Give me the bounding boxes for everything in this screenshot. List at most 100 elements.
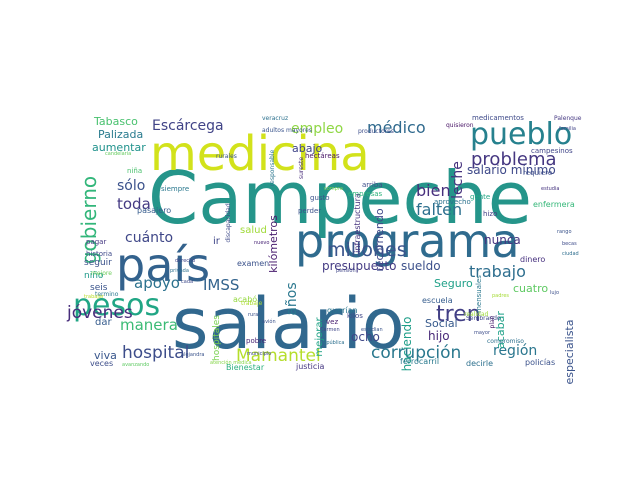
cloud-word: ferrocarril: [400, 357, 439, 366]
cloud-word: cada: [181, 279, 193, 285]
cloud-word: rural: [248, 312, 260, 318]
cloud-word: Campeche: [148, 156, 532, 240]
cloud-word: infraestructura: [353, 193, 362, 253]
cloud-word: plan: [489, 315, 496, 328]
cloud-word: haciendo: [400, 317, 414, 372]
cloud-word: privada: [170, 268, 189, 274]
cloud-word: jóvenes: [66, 303, 133, 323]
cloud-word: compra: [324, 186, 343, 192]
cloud-word: Social: [425, 317, 458, 330]
cloud-word: Sembrando: [466, 315, 501, 322]
cloud-word: candelaria: [105, 151, 131, 157]
cloud-word: país: [116, 238, 210, 292]
cloud-word: niño: [84, 271, 104, 281]
cloud-word: viva: [94, 349, 117, 362]
cloud-word: pasajero: [137, 206, 171, 215]
cloud-word: sueldo: [401, 259, 441, 273]
cloud-word: discapacidad: [225, 203, 232, 243]
cloud-word: hectáreas: [305, 152, 340, 160]
cloud-word: responsable: [269, 149, 276, 186]
cloud-word: Carmen: [320, 327, 340, 333]
cloud-word: nunca: [484, 233, 521, 247]
cloud-word: policías: [525, 358, 555, 367]
cloud-word: problema: [471, 149, 557, 170]
cloud-word: trabaje: [241, 300, 263, 307]
cloud-word: acabar: [494, 311, 507, 349]
cloud-word: IMSS: [203, 276, 239, 294]
cloud-word: mejorar: [314, 317, 325, 357]
cloud-word: hospital: [122, 343, 189, 363]
cloud-word: región: [493, 343, 537, 359]
cloud-word: Escárcega: [152, 118, 224, 134]
cloud-word: decirle: [466, 359, 493, 368]
cloud-word: campesinos: [531, 147, 573, 155]
cloud-word: leche: [450, 161, 466, 199]
cloud-word: apoyo: [134, 274, 180, 292]
cloud-word: toda: [117, 195, 151, 213]
cloud-word: gobierno: [77, 176, 101, 264]
cloud-word: programa: [295, 214, 520, 268]
cloud-word: empresas: [348, 190, 383, 198]
cloud-word: manera: [120, 316, 178, 334]
cloud-word: arriba: [362, 181, 383, 189]
cloud-word: mensuales: [475, 275, 483, 313]
cloud-word: salud: [240, 225, 267, 236]
cloud-word: cuatro: [513, 282, 548, 295]
cloud-word: ocho: [351, 330, 380, 344]
cloud-word: enfermera: [533, 200, 575, 209]
cloud-word: estudian: [361, 327, 383, 333]
cloud-word: Seguro: [434, 277, 473, 290]
cloud-word: hospitales: [212, 315, 222, 361]
cloud-word: corrupción: [371, 343, 461, 363]
cloud-word: requiere: [523, 169, 552, 177]
cloud-word: tren: [436, 302, 481, 327]
cloud-word: siempre: [161, 185, 189, 193]
cloud-word: salario: [172, 283, 405, 365]
cloud-word: falten: [416, 200, 462, 219]
cloud-word: familia: [559, 126, 576, 132]
cloud-word: hijo: [428, 329, 450, 343]
cloud-word: medicina: [150, 126, 370, 182]
cloud-word: acabó: [233, 294, 257, 304]
cloud-word: realidad: [464, 311, 489, 318]
cloud-word: Palenque: [554, 115, 582, 122]
cloud-word: querían: [327, 306, 358, 315]
cloud-word: rango: [557, 229, 572, 235]
cloud-word: mayor: [474, 330, 491, 336]
cloud-word: recorriendo: [373, 208, 386, 271]
cloud-word: cuánto: [125, 230, 173, 246]
cloud-word: pensión: [336, 267, 356, 274]
cloud-word: empleo: [291, 121, 343, 137]
cloud-word: sureste: [298, 157, 305, 179]
cloud-word: municipio: [247, 351, 271, 357]
cloud-word: becas: [562, 241, 577, 247]
cloud-word: avanzando: [122, 362, 149, 368]
cloud-word: alejandra: [181, 352, 204, 358]
cloud-word: rurales: [216, 153, 237, 160]
cloud-word: justicia: [295, 362, 324, 371]
cloud-word: República: [320, 339, 344, 346]
cloud-word: lujo: [550, 290, 559, 296]
cloud-word: kilómetros: [267, 215, 280, 273]
cloud-word: kilos: [347, 312, 363, 320]
cloud-word: Tabasco: [93, 115, 138, 128]
cloud-word: quisieron: [446, 122, 474, 129]
cloud-word: ir: [213, 236, 221, 247]
cloud-word: pagar: [86, 238, 106, 246]
cloud-word: dar: [95, 317, 112, 328]
cloud-word: ciudad: [562, 251, 579, 257]
cloud-word: niña: [127, 167, 142, 175]
cloud-word: estudia: [541, 186, 559, 192]
cloud-word: medicamentos: [472, 114, 524, 122]
cloud-word: presupuesto: [322, 259, 396, 273]
cloud-word: bien: [416, 181, 451, 200]
cloud-word: pesos: [73, 288, 160, 323]
cloud-word: Mamantel: [236, 346, 321, 366]
cloud-word: médico: [367, 118, 426, 137]
cloud-word: padres: [492, 293, 509, 299]
cloud-word: trabajar: [84, 294, 105, 300]
cloud-word: especialista: [563, 320, 576, 385]
cloud-word: compromiso: [487, 338, 524, 345]
